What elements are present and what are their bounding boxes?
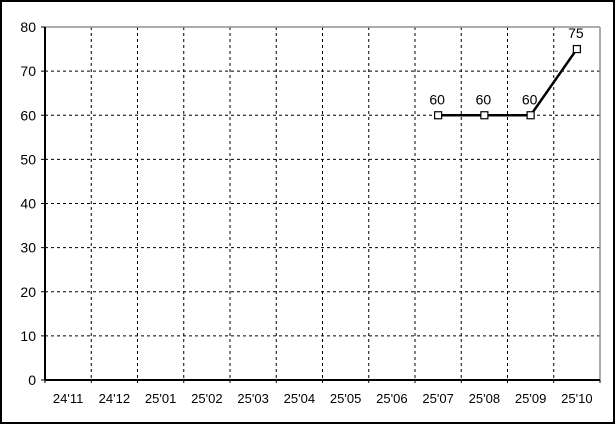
data-point-marker xyxy=(480,111,489,120)
x-category-label: 24'11 xyxy=(53,391,83,406)
y-tick-label: 30 xyxy=(20,240,36,256)
y-tick-label: 70 xyxy=(20,63,36,79)
x-category-label: 25'05 xyxy=(330,391,361,406)
y-tick-label: 60 xyxy=(20,107,36,123)
x-category-label: 25'06 xyxy=(376,391,407,406)
data-point-label: 60 xyxy=(522,91,538,107)
data-point-marker xyxy=(434,111,443,120)
data-point-marker xyxy=(526,111,535,120)
data-point-marker xyxy=(572,44,581,54)
x-category-label: 25'09 xyxy=(515,391,546,406)
x-category-label: 25'01 xyxy=(145,391,176,406)
data-point-label: 60 xyxy=(476,91,492,107)
y-tick-label: 40 xyxy=(20,196,36,212)
x-category-label: 25'08 xyxy=(469,391,500,406)
y-tick-label: 80 xyxy=(20,19,36,35)
x-category-label: 25'02 xyxy=(191,391,222,406)
data-point-label: 60 xyxy=(429,91,445,107)
x-category-label: 25'10 xyxy=(561,391,592,406)
x-category-label: 25'03 xyxy=(237,391,268,406)
x-category-label: 25'07 xyxy=(422,391,453,406)
y-tick-label: 0 xyxy=(28,372,36,388)
y-tick-label: 50 xyxy=(20,151,36,167)
x-category-label: 25'04 xyxy=(284,391,315,406)
y-tick-label: 20 xyxy=(20,284,36,300)
series-line xyxy=(438,48,578,117)
x-category-label: 24'12 xyxy=(99,391,130,406)
data-point-label: 75 xyxy=(568,25,584,41)
y-tick-label: 10 xyxy=(20,328,36,344)
